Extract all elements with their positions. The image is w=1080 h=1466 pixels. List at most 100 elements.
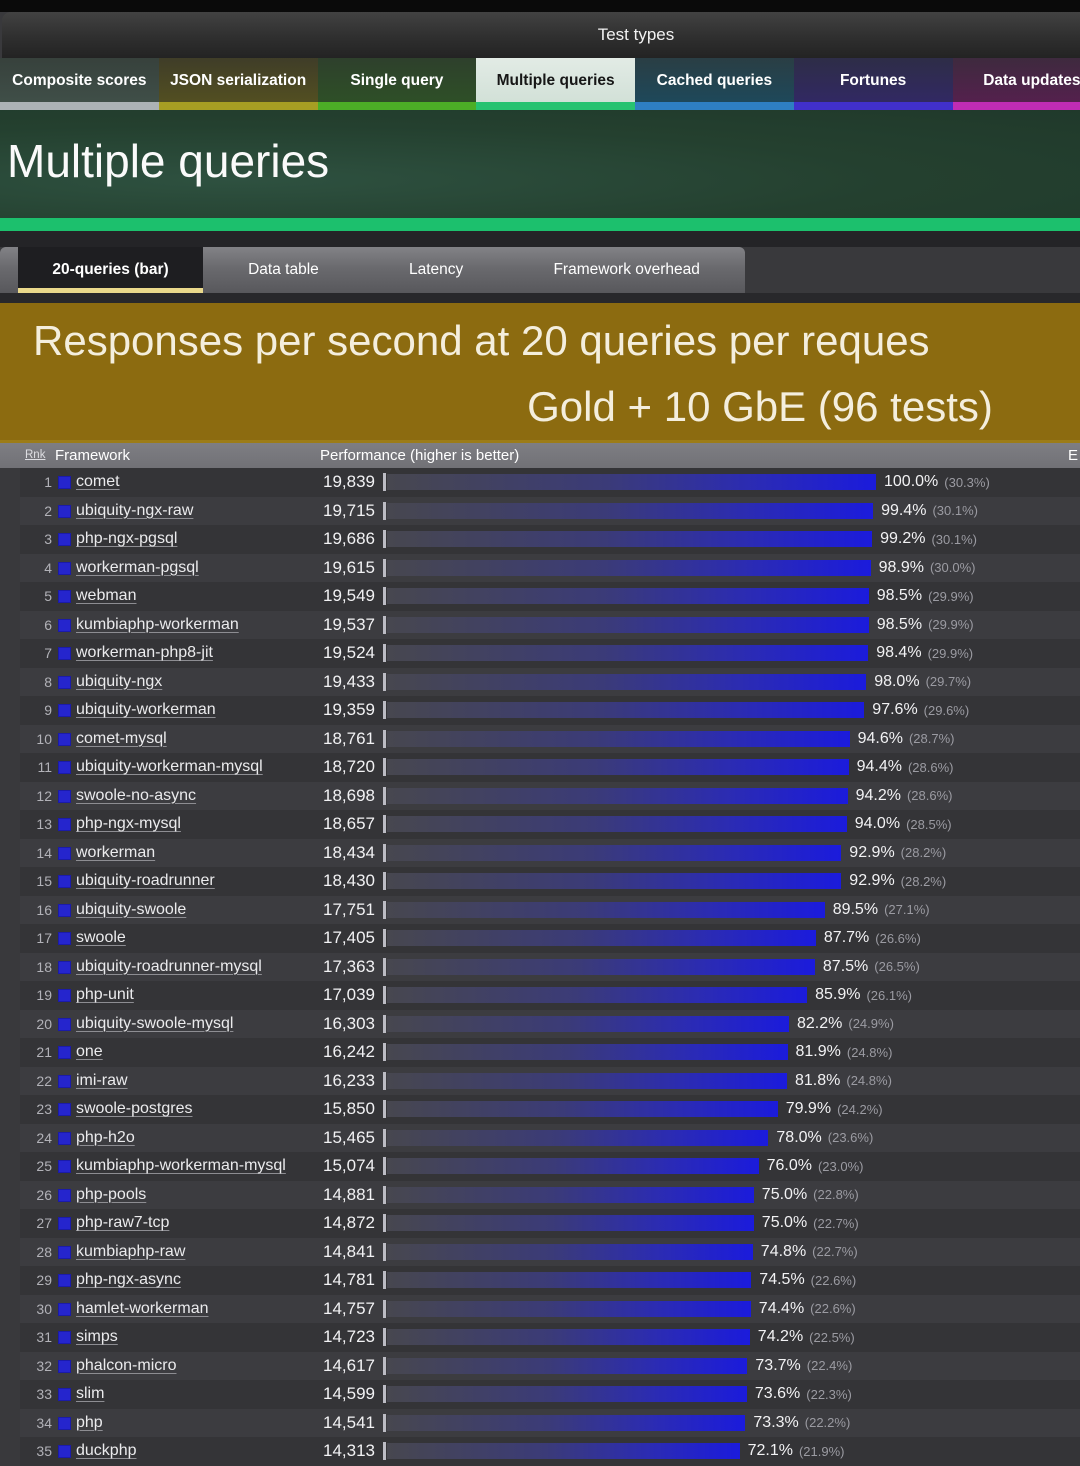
bar-baseline-tick: [383, 530, 386, 548]
bar-baseline-tick: [383, 1271, 386, 1289]
share-label: (27.1%): [884, 902, 930, 917]
bar-baseline-tick: [383, 815, 386, 833]
tab-label: Multiple queries: [497, 72, 615, 96]
framework-link[interactable]: ubiquity-ngx: [76, 668, 162, 697]
bar-baseline-tick: [383, 901, 386, 919]
performance-bar: [387, 1301, 751, 1317]
bar-zone: 74.8%(22.7%): [383, 1238, 1080, 1267]
view-tab-active-underline: [18, 288, 203, 293]
tab-underline: [159, 102, 318, 110]
performance-value: 15,074: [200, 1152, 375, 1181]
framework-link[interactable]: ubiquity-swoole: [76, 896, 186, 925]
performance-value: 19,537: [200, 611, 375, 640]
framework-link[interactable]: comet: [76, 468, 120, 497]
framework-link[interactable]: hamlet-workerman: [76, 1295, 208, 1324]
framework-link[interactable]: imi-raw: [76, 1067, 128, 1096]
legend-square-icon: [58, 505, 71, 518]
performance-value: 19,433: [200, 668, 375, 697]
performance-bar: [387, 1415, 745, 1431]
framework-link[interactable]: phalcon-micro: [76, 1352, 176, 1381]
view-tab-20-queries-bar[interactable]: 20-queries (bar): [18, 247, 203, 293]
percent-label: 98.5%: [877, 616, 922, 634]
view-tab-active-label: 20-queries (bar): [52, 261, 168, 279]
rank-cell: 4: [20, 554, 52, 583]
legend-square-icon: [58, 1445, 71, 1458]
tab-data-updates[interactable]: Data updates: [953, 58, 1080, 110]
framework-link[interactable]: php-raw7-tcp: [76, 1209, 169, 1238]
rank-cell: 8: [20, 668, 52, 697]
percent-label: 98.4%: [876, 644, 921, 662]
legend-square-icon: [58, 1189, 71, 1202]
bar-zone: 78.0%(23.6%): [383, 1124, 1080, 1153]
rank-cell: 31: [20, 1323, 52, 1352]
performance-value: 14,781: [200, 1266, 375, 1295]
rank-cell: 35: [20, 1437, 52, 1466]
performance-bar: [387, 1158, 759, 1174]
performance-value: 15,850: [200, 1095, 375, 1124]
framework-link[interactable]: webman: [76, 582, 136, 611]
tab-underline: [476, 102, 635, 110]
framework-link[interactable]: simps: [76, 1323, 118, 1352]
tab-single-query[interactable]: Single query: [318, 58, 477, 110]
percent-label: 82.2%: [797, 1015, 842, 1033]
view-tab-framework-overhead[interactable]: Framework overhead: [508, 247, 745, 293]
framework-link[interactable]: ubiquity-roadrunner: [76, 867, 215, 896]
legend-square-icon: [58, 1274, 71, 1287]
performance-value: 16,242: [200, 1038, 375, 1067]
view-tab-latency[interactable]: Latency: [364, 247, 508, 293]
framework-link[interactable]: ubiquity-ngx-raw: [76, 497, 193, 526]
share-label: (29.6%): [924, 703, 970, 718]
framework-link[interactable]: workerman: [76, 839, 155, 868]
bar-zone: 87.5%(26.5%): [383, 953, 1080, 982]
framework-link[interactable]: php-ngx-pgsql: [76, 525, 177, 554]
framework-link[interactable]: swoole: [76, 924, 126, 953]
share-label: (29.9%): [928, 646, 974, 661]
share-label: (22.7%): [813, 1216, 859, 1231]
framework-link[interactable]: php-unit: [76, 981, 134, 1010]
framework-link[interactable]: duckphp: [76, 1437, 137, 1466]
legend-square-icon: [58, 875, 71, 888]
column-header-framework: Framework: [55, 443, 130, 468]
share-label: (30.1%): [931, 532, 977, 547]
rank-cell: 24: [20, 1124, 52, 1153]
framework-link[interactable]: swoole-no-async: [76, 782, 196, 811]
percent-label: 72.1%: [748, 1442, 793, 1460]
framework-link[interactable]: kumbiaphp-raw: [76, 1238, 185, 1267]
page-header: Multiple queries: [0, 110, 1080, 218]
framework-link[interactable]: php-h2o: [76, 1124, 135, 1153]
view-tab-data-table[interactable]: Data table: [203, 247, 364, 293]
percent-label: 87.7%: [824, 929, 869, 947]
percent-label: 74.5%: [759, 1271, 804, 1289]
framework-link[interactable]: slim: [76, 1380, 104, 1409]
tab-fortunes[interactable]: Fortunes: [794, 58, 953, 110]
share-label: (24.8%): [846, 1073, 892, 1088]
bar-baseline-tick: [383, 559, 386, 577]
legend-square-icon: [58, 590, 71, 603]
framework-link[interactable]: workerman-php8-jit: [76, 639, 213, 668]
framework-link[interactable]: one: [76, 1038, 103, 1067]
framework-link[interactable]: swoole-postgres: [76, 1095, 193, 1124]
column-header-rank[interactable]: Rnk: [25, 443, 45, 468]
framework-link[interactable]: php-pools: [76, 1181, 146, 1210]
framework-link[interactable]: php-ngx-async: [76, 1266, 181, 1295]
framework-link[interactable]: ubiquity-workerman: [76, 696, 216, 725]
legend-square-icon: [58, 704, 71, 717]
tab-cached-queries[interactable]: Cached queries: [635, 58, 794, 110]
chart-title-line2: Gold + 10 GbE (96 tests): [20, 383, 1080, 431]
framework-link[interactable]: php: [76, 1409, 103, 1438]
framework-link[interactable]: php-ngx-mysql: [76, 810, 181, 839]
bar-baseline-tick: [383, 1357, 386, 1375]
bar-baseline-tick: [383, 986, 386, 1004]
legend-square-icon: [58, 818, 71, 831]
tab-json-serialization[interactable]: JSON serialization: [159, 58, 318, 110]
framework-link[interactable]: workerman-pgsql: [76, 554, 199, 583]
performance-bar: [387, 987, 807, 1003]
tab-composite-scores[interactable]: Composite scores: [0, 58, 159, 110]
framework-link[interactable]: comet-mysql: [76, 725, 167, 754]
tab-multiple-queries[interactable]: Multiple queries: [476, 58, 635, 110]
